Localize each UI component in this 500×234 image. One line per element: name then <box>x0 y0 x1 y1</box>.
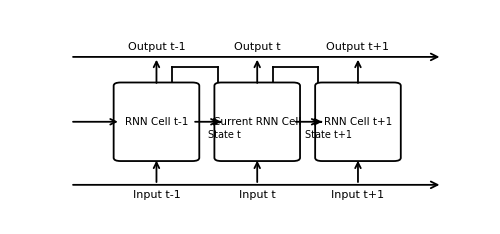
Text: Output t-1: Output t-1 <box>128 41 186 51</box>
Text: State t: State t <box>208 130 240 140</box>
Text: Input t-1: Input t-1 <box>132 190 180 200</box>
Text: RNN Cell t-1: RNN Cell t-1 <box>125 117 188 127</box>
Text: Output t+1: Output t+1 <box>326 41 390 51</box>
Text: Input t: Input t <box>239 190 276 200</box>
FancyBboxPatch shape <box>114 83 200 161</box>
Text: RNN Cell t+1: RNN Cell t+1 <box>324 117 392 127</box>
FancyBboxPatch shape <box>214 83 300 161</box>
FancyBboxPatch shape <box>315 83 401 161</box>
Text: State t+1: State t+1 <box>304 130 352 140</box>
Text: Current RNN Cell: Current RNN Cell <box>213 117 302 127</box>
Text: Input t+1: Input t+1 <box>332 190 384 200</box>
Text: Output t: Output t <box>234 41 280 51</box>
